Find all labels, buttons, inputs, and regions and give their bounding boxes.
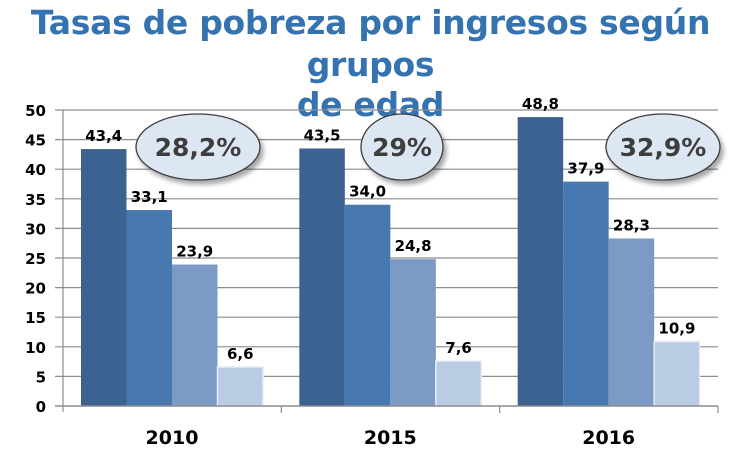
y-tick-label: 40 — [25, 161, 46, 179]
bar — [299, 148, 345, 407]
chart-title-line-1: Tasas de pobreza por ingresos según grup… — [30, 3, 711, 84]
bar — [126, 210, 172, 406]
total-percentage: 28,2% — [155, 133, 242, 162]
bar-value-label: 43,4 — [85, 127, 122, 145]
y-tick-label: 5 — [36, 368, 46, 386]
bar-value-label: 34,0 — [349, 183, 386, 201]
chart-title: Tasas de pobreza por ingresos según grup… — [0, 0, 741, 126]
bar-value-label: 28,3 — [613, 216, 650, 234]
bar — [435, 360, 483, 407]
y-tick-label: 0 — [36, 398, 46, 416]
x-tick-label: 2015 — [364, 427, 417, 449]
bar — [172, 264, 218, 406]
bar — [81, 149, 127, 406]
bar-value-label: 43,5 — [304, 126, 341, 144]
x-tick-label: 2016 — [582, 427, 635, 449]
bar — [653, 340, 701, 407]
bars — [81, 117, 701, 407]
bar — [344, 204, 391, 406]
bar-value-label: 7,6 — [445, 339, 472, 357]
bar — [390, 259, 436, 406]
y-tick-label: 20 — [25, 280, 46, 298]
bar — [563, 181, 609, 406]
total-bubble: 28,2% — [135, 113, 261, 181]
y-axis: 0 5 10 15 20 25 30 35 40 45 50 — [25, 102, 64, 416]
y-tick-label: 35 — [25, 191, 46, 209]
bar-value-label: 48,8 — [522, 95, 559, 113]
x-axis: 2010 2015 2016 — [55, 405, 719, 449]
bar-value-label: 37,9 — [567, 160, 604, 178]
bar — [608, 238, 655, 406]
y-tick-label: 10 — [25, 339, 46, 357]
bar-value-label: 10,9 — [658, 319, 695, 337]
total-bubble: 29% — [360, 113, 444, 181]
bar-value-label: 23,9 — [176, 243, 213, 261]
total-percentage: 32,9% — [620, 133, 707, 162]
y-tick-label: 50 — [25, 102, 46, 120]
total-percentage: 29% — [372, 133, 432, 162]
y-tick-label: 15 — [25, 309, 46, 327]
y-tick-label: 30 — [25, 220, 46, 238]
bar — [517, 117, 564, 406]
bubble-ellipse — [360, 113, 444, 181]
bar-value-label: 33,1 — [131, 188, 168, 206]
bubble-ellipse — [605, 113, 721, 181]
x-tick-label: 2010 — [146, 427, 199, 449]
bubble-ellipse — [135, 113, 261, 181]
y-tick-label: 25 — [25, 250, 46, 268]
data-labels: 43,4 33,1 23,9 6,6 43,5 34,0 24,8 7,6 48,8 37,9 28… — [85, 95, 695, 363]
bar-value-label: 6,6 — [227, 345, 254, 363]
total-bubble: 32,9% — [605, 113, 721, 181]
bar-value-label: 24,8 — [395, 237, 432, 255]
y-tick-label: 45 — [25, 132, 46, 150]
bar — [216, 366, 264, 407]
total-bubbles: 28,2% 29% 32,9% — [135, 113, 721, 181]
